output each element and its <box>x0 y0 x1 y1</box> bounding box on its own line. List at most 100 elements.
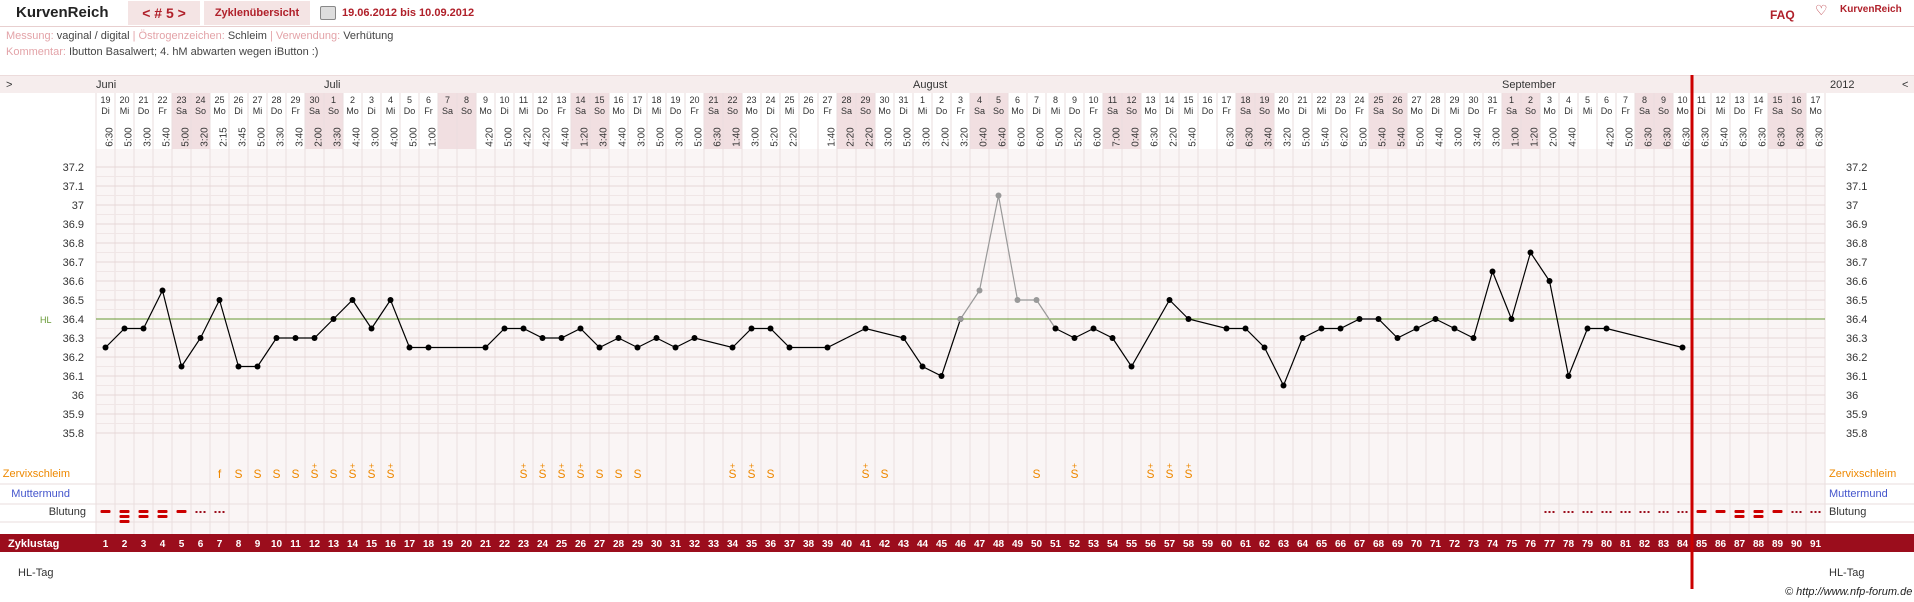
temp-point[interactable] <box>273 335 280 341</box>
excluded-temp-point[interactable] <box>976 287 983 294</box>
temp-point[interactable] <box>1508 316 1515 322</box>
temp-point[interactable] <box>1527 249 1534 256</box>
forum-credit[interactable]: © http://www.nfp-forum.de <box>1785 586 1913 598</box>
temp-point[interactable] <box>824 344 831 351</box>
temp-point[interactable] <box>748 325 755 332</box>
temp-point[interactable] <box>1185 316 1192 322</box>
temp-point[interactable] <box>235 363 242 370</box>
weekday-label: Mo <box>1410 106 1423 116</box>
temp-point[interactable] <box>292 335 299 341</box>
temp-point[interactable] <box>539 335 546 341</box>
app-logo[interactable]: KurvenReich <box>16 4 109 21</box>
temp-point[interactable] <box>406 344 413 351</box>
temp-point[interactable] <box>387 297 394 303</box>
temp-point[interactable] <box>178 363 185 370</box>
temp-point[interactable] <box>330 316 337 322</box>
temp-point[interactable] <box>786 344 793 351</box>
temp-point[interactable] <box>1318 325 1325 332</box>
temp-point[interactable] <box>900 335 907 341</box>
temp-point[interactable] <box>102 344 109 351</box>
temp-point[interactable] <box>368 325 375 332</box>
measure-time: 7:00 <box>1112 127 1123 147</box>
temp-point[interactable] <box>729 344 736 351</box>
temp-point[interactable] <box>1413 325 1420 332</box>
day-number: 12 <box>537 95 547 105</box>
cycle-navigator[interactable]: < # 5 > <box>128 1 200 25</box>
temp-point[interactable] <box>1280 382 1287 389</box>
temp-point[interactable] <box>1432 316 1439 322</box>
prev-cycle-button[interactable]: > <box>6 79 12 91</box>
temp-point[interactable] <box>653 335 660 341</box>
temp-point[interactable] <box>1090 325 1097 332</box>
measure-time: 6:30 <box>1226 127 1237 147</box>
temp-point[interactable] <box>482 344 489 351</box>
temp-point[interactable] <box>767 325 774 332</box>
temp-point[interactable] <box>197 335 204 341</box>
brand-link[interactable]: KurvenReich <box>1840 4 1902 15</box>
temp-point[interactable] <box>254 363 261 370</box>
cycle-overview-tab[interactable]: Zyklenübersicht <box>204 1 310 25</box>
weekday-label: So <box>461 106 472 116</box>
mucus-symbol: S <box>291 467 299 481</box>
temp-point[interactable] <box>216 297 223 303</box>
temp-point[interactable] <box>1337 325 1344 332</box>
temp-point[interactable] <box>615 335 622 341</box>
temp-point[interactable] <box>425 344 432 351</box>
temp-point[interactable] <box>1052 325 1059 332</box>
measure-time: 6:30 <box>1815 127 1826 147</box>
temp-point[interactable] <box>159 287 166 294</box>
temp-point[interactable] <box>577 325 584 332</box>
mucus-symbol: S <box>557 467 565 481</box>
temp-point[interactable] <box>311 335 318 341</box>
faq-link[interactable]: FAQ <box>1770 8 1795 22</box>
temp-point[interactable] <box>501 325 508 332</box>
temp-point[interactable] <box>596 344 603 351</box>
excluded-temp-point[interactable] <box>957 316 964 322</box>
weekday-label: Mo <box>612 106 625 116</box>
temp-point[interactable] <box>1546 278 1553 284</box>
weekday-label: Sa <box>1240 106 1251 116</box>
excluded-temp-point[interactable] <box>1014 297 1021 303</box>
heart-icon[interactable]: ♡ <box>1815 2 1828 18</box>
temp-point[interactable] <box>121 325 128 332</box>
temp-point[interactable] <box>1565 373 1572 379</box>
temp-point[interactable] <box>140 325 147 332</box>
temp-point[interactable] <box>938 373 945 379</box>
temp-point[interactable] <box>1470 335 1477 341</box>
temp-point[interactable] <box>349 297 356 303</box>
excluded-temp-point[interactable] <box>995 192 1002 199</box>
temp-point[interactable] <box>1679 344 1686 351</box>
temp-point[interactable] <box>1489 268 1496 275</box>
temp-point[interactable] <box>1128 363 1135 370</box>
temp-point[interactable] <box>1166 297 1173 303</box>
temp-point[interactable] <box>1356 316 1363 322</box>
temp-point[interactable] <box>1261 344 1268 351</box>
temp-point[interactable] <box>520 325 527 332</box>
day-number: 21 <box>708 95 718 105</box>
temp-point[interactable] <box>1375 316 1382 322</box>
excluded-temp-point[interactable] <box>1033 297 1040 303</box>
temp-point[interactable] <box>1109 335 1116 341</box>
weekday-label: Mo <box>346 106 359 116</box>
temp-point[interactable] <box>1394 335 1401 341</box>
temp-point[interactable] <box>1451 325 1458 332</box>
temp-point[interactable] <box>1299 335 1306 341</box>
temp-point[interactable] <box>862 325 869 332</box>
temp-point[interactable] <box>672 344 679 351</box>
temp-point[interactable] <box>1584 325 1591 332</box>
temp-point[interactable] <box>1071 335 1078 341</box>
temp-point[interactable] <box>691 335 698 341</box>
next-cycle-button[interactable]: < <box>1902 79 1908 91</box>
temp-point[interactable] <box>919 363 926 370</box>
cycle-day-number: 65 <box>1316 539 1328 550</box>
temp-point[interactable] <box>558 335 565 341</box>
cervix-row-label: Zervixschleim <box>3 468 70 480</box>
temp-point[interactable] <box>634 344 641 351</box>
temp-point[interactable] <box>1223 325 1230 332</box>
cycle-day-number: 14 <box>347 539 359 550</box>
temp-point[interactable] <box>1603 325 1610 332</box>
measure-time: 5:40 <box>162 127 173 147</box>
print-icon[interactable] <box>320 6 336 20</box>
cycle-day-number: 53 <box>1088 539 1100 550</box>
temp-point[interactable] <box>1242 325 1249 332</box>
